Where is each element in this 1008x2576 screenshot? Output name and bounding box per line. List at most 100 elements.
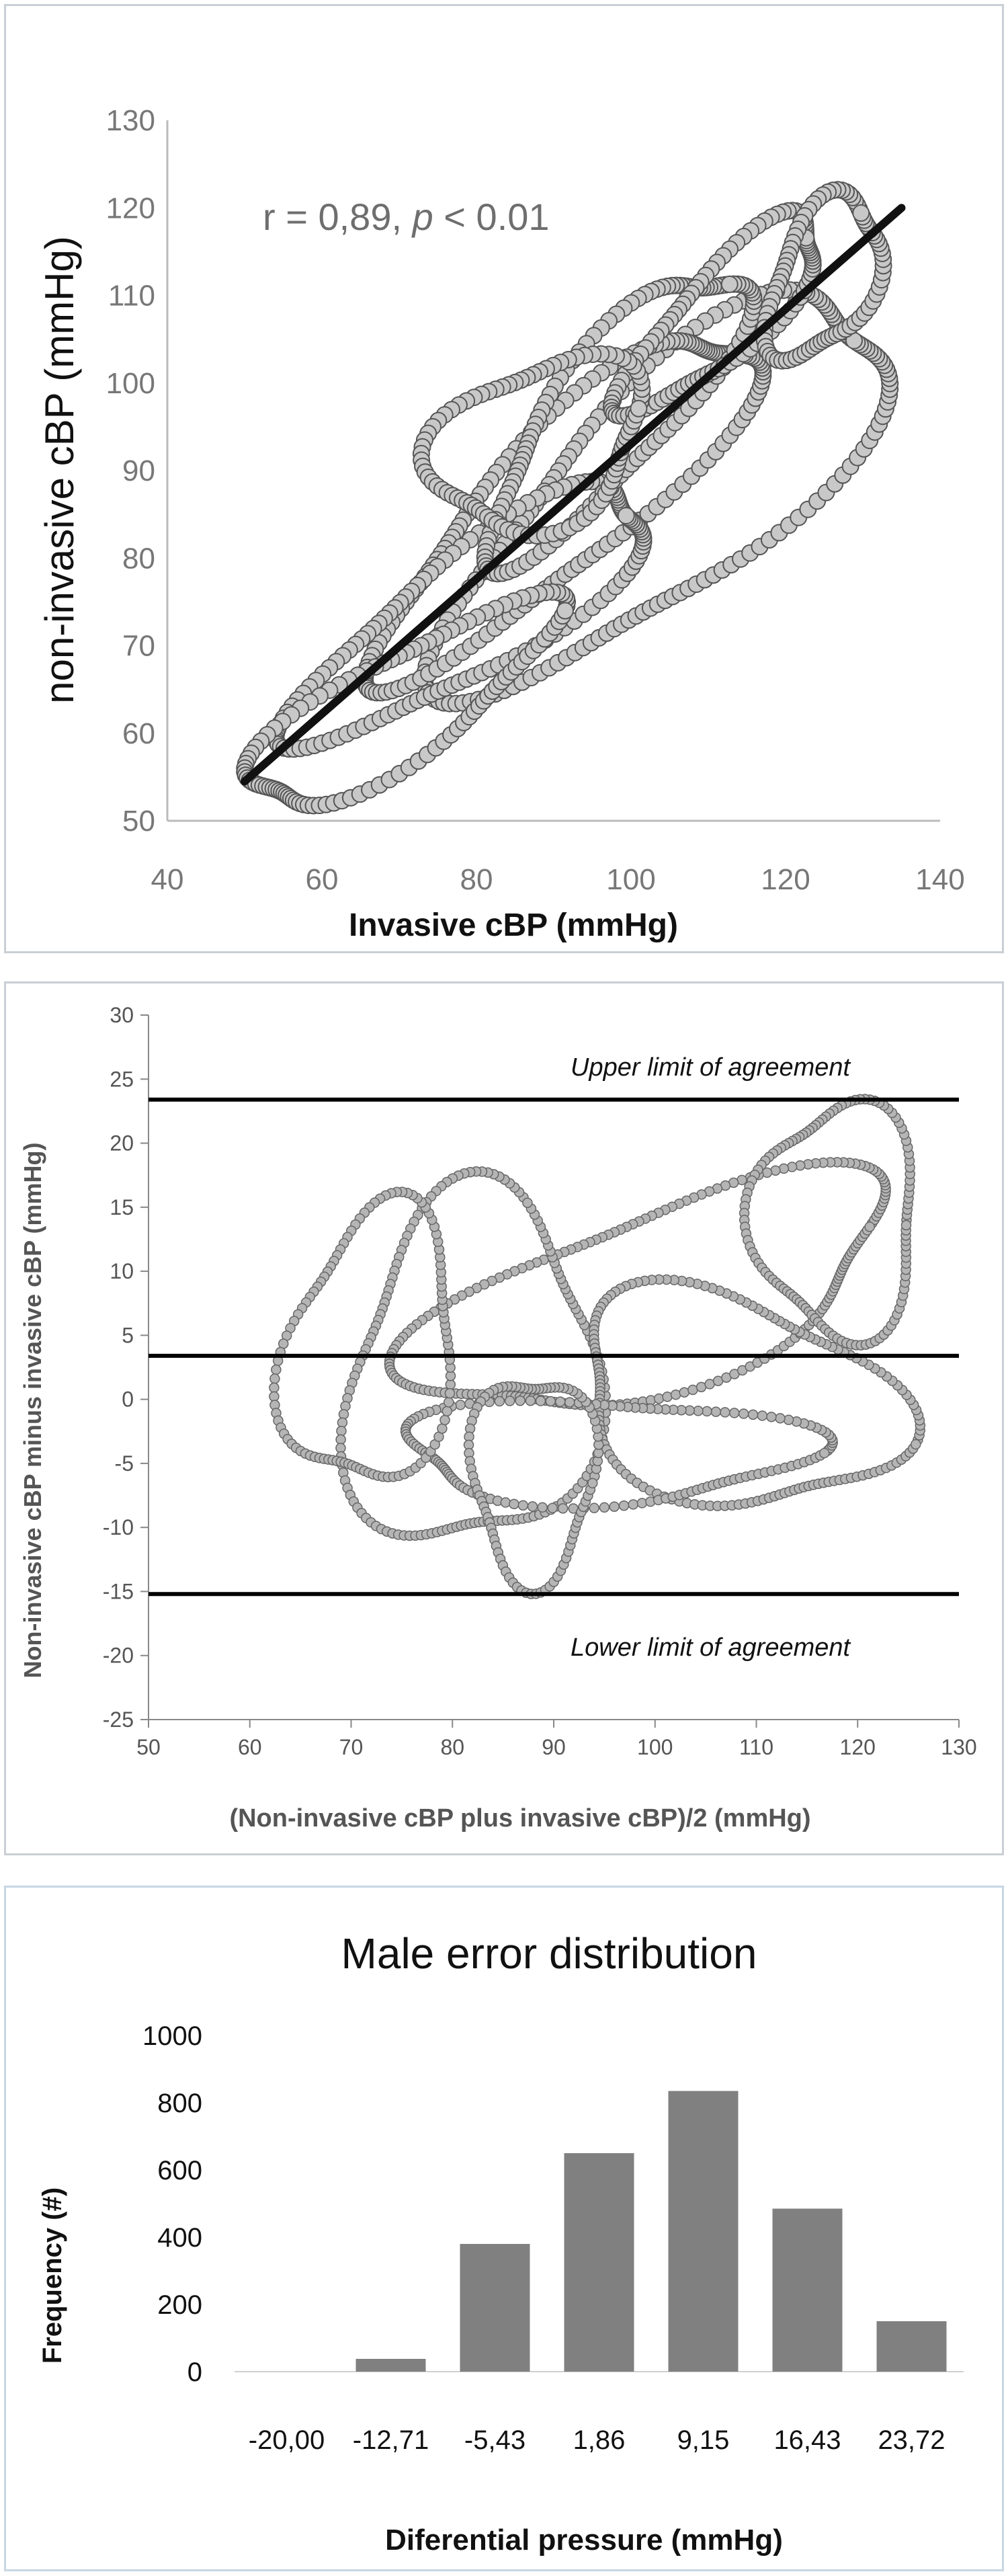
data-point [617,507,635,525]
data-point [269,1373,280,1384]
data-point [662,1392,673,1402]
data-point [564,1397,575,1408]
data-point [702,1406,712,1417]
data-point [766,1412,777,1422]
data-point [864,1221,875,1232]
data-point [437,1423,448,1434]
histogram-bar [564,2153,634,2372]
x-tick-label: 120 [761,863,810,896]
data-point [336,1426,347,1437]
x-axis-label: Diferential pressure (mmHg) [385,2524,783,2557]
x-tick-label: 120 [840,1735,876,1759]
data-point [455,1400,466,1410]
data-point [269,1382,280,1394]
data-point [720,1407,730,1418]
data-point [609,1501,620,1512]
data-point [770,1165,781,1176]
x-tick-label: 140 [915,863,964,896]
data-point [618,1500,630,1511]
correlation-scatter-chart: 40 60 80 100 120 140 50 60 70 80 90 100 110 120 130 r … [37,104,965,943]
bland-altman-panel: 50 60 70 80 90 100 110 120 130 -25 -20 -15 -10 -5 0 5 10… [4,981,1004,1855]
error-histogram-chart: Male error distribution 0 200 400 600 800 100… [38,1929,964,2557]
x-tick-label: 1,86 [573,2425,626,2455]
data-point [757,1410,768,1421]
data-point [557,1503,569,1514]
data-point [852,204,870,222]
lower-limit-label: Lower limit of agreement [571,1634,851,1662]
chart-title: Male error distribution [341,1929,757,1978]
x-tick-label: -5,43 [464,2425,526,2455]
data-point [720,275,739,293]
data-point [439,1414,450,1426]
x-axis-label: Invasive cBP (mmHg) [349,908,678,943]
regression-line [241,204,906,786]
x-tick-label: 130 [941,1735,976,1759]
x-tick-label: 70 [339,1735,364,1759]
data-point [445,1379,456,1390]
y-tick-label: 0 [187,2358,202,2387]
bland-altman-chart: 50 60 70 80 90 100 110 120 130 -25 -20 -15 -10 -5 0 5 10… [19,1003,977,1833]
x-tick-label: 60 [306,863,339,896]
x-tick-label: -12,71 [353,2425,429,2455]
data-point [442,1406,453,1417]
x-tick-label: 40 [151,863,184,896]
data-point [728,1408,740,1418]
data-point [444,1397,454,1408]
data-point [679,1387,689,1398]
data-point [545,1396,556,1407]
data-point [509,1498,519,1510]
data-point [910,1439,921,1450]
data-point [589,1502,599,1514]
y-tick-label: 15 [110,1195,134,1219]
data-point [687,1384,698,1396]
y-tick-label: 90 [122,454,155,487]
data-point [693,1406,704,1416]
data-point [628,1499,639,1510]
y-tick-label: -15 [103,1579,134,1603]
correlation-annotation: r = 0,89, p < 0.01 [263,196,550,238]
data-point [630,399,648,417]
data-point [525,1396,536,1406]
data-point [554,1396,566,1407]
data-point [556,602,574,620]
x-tick-label: 100 [637,1735,673,1759]
data-point [738,1408,749,1419]
y-tick-label: 70 [122,630,155,663]
x-tick-label: 80 [460,863,493,896]
y-tick-label: -25 [103,1707,134,1732]
data-point [775,1413,786,1424]
x-tick-label: 110 [739,1735,773,1759]
data-point [599,1502,610,1513]
scatter-chart-panel: 40 60 80 100 120 140 50 60 70 80 90 100 110 120 130 r … [4,4,1004,953]
upper-limit-label: Upper limit of agreement [571,1053,851,1082]
data-point [504,1396,515,1406]
y-tick-label: -5 [115,1451,134,1476]
y-tick-label: 100 [106,367,155,400]
y-tick-label: 600 [157,2156,202,2185]
x-tick-label: 60 [238,1735,262,1759]
data-point [494,1396,505,1407]
x-tick-label: 16,43 [773,2425,841,2455]
y-tick-label: 400 [157,2223,202,2253]
data-point [500,1497,511,1508]
data-point [517,1500,529,1511]
y-axis-label: Non-invasive cBP minus invasive cBP (mmH… [19,1143,46,1679]
data-point [269,1391,280,1402]
y-tick-label: 20 [110,1131,134,1156]
data-point [271,1364,282,1375]
data-point [537,1502,548,1513]
data-point [515,1395,526,1406]
y-tick-label: 120 [106,192,155,225]
data-point [653,1393,665,1404]
data-point [587,1478,598,1489]
y-tick-label: 10 [110,1259,134,1283]
y-tick-label: 25 [110,1067,134,1091]
histogram-panel: Male error distribution 0 200 400 600 800 100… [4,1886,1004,2571]
y-axis-label: non-invasive cBP (mmHg) [37,236,82,704]
data-point [778,1163,790,1174]
y-tick-label: 110 [108,280,155,313]
y-tick-label: 130 [106,104,155,137]
data-point [670,1389,681,1400]
x-tick-label: -20,00 [249,2425,325,2455]
data-point [527,1501,538,1512]
